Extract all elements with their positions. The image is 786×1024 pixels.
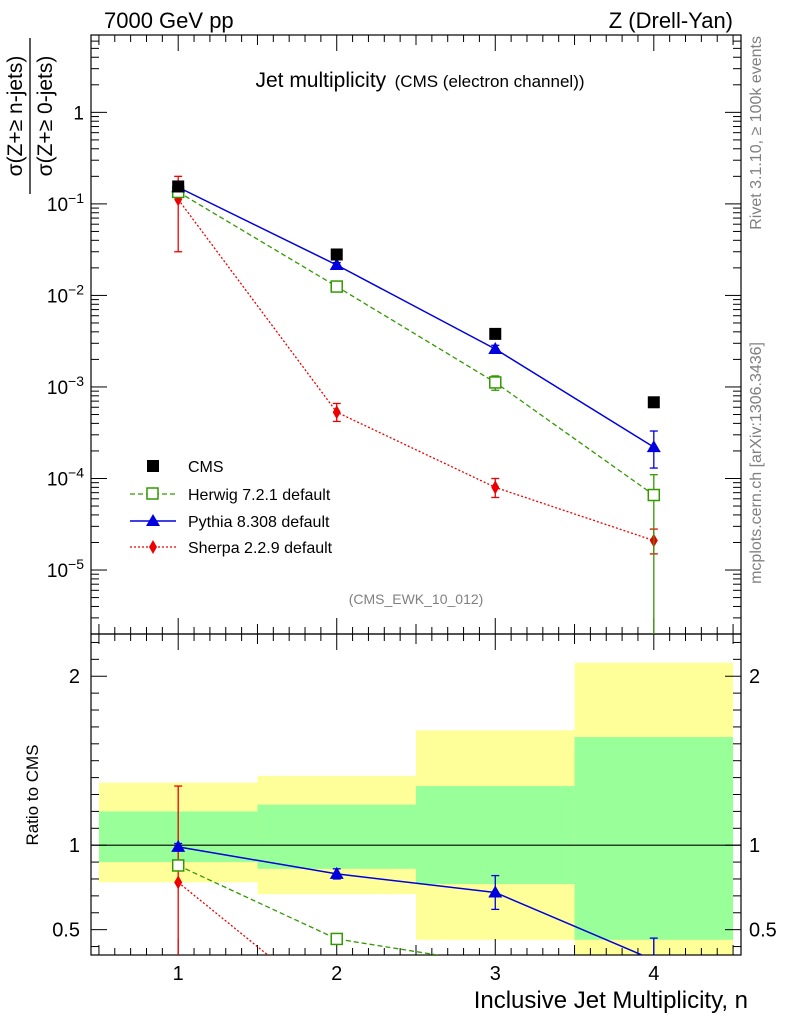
ratio-bands bbox=[98, 662, 734, 955]
ratio-ylabel: Ratio to CMS bbox=[23, 744, 42, 845]
legend-label-cms: CMS bbox=[188, 459, 224, 476]
ylabel-denominator: σ(Z+≥ 0-jets) bbox=[34, 56, 57, 177]
main-point-cms bbox=[330, 248, 343, 261]
chart-title-main: Jet multiplicity bbox=[255, 69, 386, 92]
y-tick-label: 10−2 bbox=[47, 281, 84, 307]
y-tick-label-base: 10 bbox=[47, 469, 68, 490]
ratio-point-sherpa bbox=[174, 875, 183, 890]
legend-marker-herwig bbox=[146, 487, 159, 500]
main-point-cms bbox=[647, 396, 660, 409]
main-point-sherpa bbox=[332, 405, 341, 420]
ratio-point-sherpa bbox=[333, 1004, 341, 1018]
legend-marker-sherpa bbox=[149, 540, 157, 554]
main-line-pythia bbox=[177, 186, 655, 448]
ratio-point-pythia bbox=[329, 866, 344, 879]
legend-label-sherpa: Sherpa 2.2.9 default bbox=[188, 540, 333, 557]
y-tick-label-exponent: −3 bbox=[68, 373, 84, 389]
rivet-version-label: Rivet 3.1.10, ≥ 100k events bbox=[748, 36, 765, 230]
main-line-sherpa bbox=[177, 198, 655, 542]
ratio-point-pythia bbox=[171, 839, 186, 852]
ylabel-numerator: σ(Z+≥ n-jets) bbox=[4, 56, 27, 177]
y-tick-label: 10−1 bbox=[47, 190, 84, 216]
legend: CMS Herwig 7.2.1 default Pythia 8.308 de… bbox=[130, 459, 333, 557]
main-point-cms bbox=[489, 327, 502, 340]
main-ylabel: σ(Z+≥ n-jets) σ(Z+≥ 0-jets) bbox=[4, 38, 57, 194]
y-tick-label-base: 1 bbox=[73, 103, 84, 124]
y-tick-label-base: 10 bbox=[47, 378, 68, 399]
y-tick-label: 10−4 bbox=[47, 464, 84, 490]
x-tick-label: 4 bbox=[648, 963, 659, 985]
ratio-y-tick-label: 0.5 bbox=[52, 920, 80, 942]
y-tick-label-base: 10 bbox=[47, 195, 68, 216]
ratio-y-tick-label-right: 2 bbox=[749, 666, 760, 688]
uncertainty-band-green-3 bbox=[416, 786, 575, 885]
main-point-pythia bbox=[646, 440, 661, 453]
legend-label-pythia: Pythia 8.308 default bbox=[188, 514, 330, 531]
y-tick-label: 1 bbox=[73, 103, 84, 124]
y-tick-label-exponent: −5 bbox=[68, 556, 84, 572]
x-tick-label: 1 bbox=[173, 963, 184, 985]
analysis-tag: (CMS_EWK_10_012) bbox=[349, 591, 484, 607]
ratio-y-tick-label-right: 1 bbox=[749, 835, 760, 857]
main-point-herwig bbox=[647, 488, 661, 502]
ratio-y-tick-label: 2 bbox=[69, 666, 80, 688]
ratio-line-pythia bbox=[178, 846, 644, 955]
chart-title: Jet multiplicity (CMS (electron channel)… bbox=[255, 69, 584, 92]
main-line-herwig bbox=[177, 191, 655, 496]
y-tick-label-exponent: −4 bbox=[68, 464, 84, 480]
uncertainty-band-green-2 bbox=[257, 804, 416, 869]
ratio-point-herwig bbox=[171, 859, 185, 872]
main-point-pythia bbox=[488, 341, 503, 354]
source-label: mcplots.cern.ch [arXiv:1306.3436] bbox=[748, 342, 765, 584]
y-tick-label: 10−5 bbox=[47, 556, 84, 582]
y-tick-label-exponent: −1 bbox=[68, 190, 84, 206]
main-point-sherpa bbox=[491, 480, 500, 495]
ratio-series bbox=[171, 785, 658, 1018]
main-point-herwig bbox=[330, 280, 343, 293]
ratio-y-tick-label: 1 bbox=[69, 835, 80, 857]
y-tick-label-exponent: −2 bbox=[68, 281, 84, 297]
header-left: 7000 GeV pp bbox=[104, 8, 234, 33]
ratio-point-pythia bbox=[652, 953, 655, 955]
legend-marker-pythia bbox=[146, 514, 160, 526]
header-right: Z (Drell-Yan) bbox=[609, 8, 733, 33]
y-tick-label: 10−3 bbox=[47, 373, 84, 399]
y-tick-label-base: 10 bbox=[47, 286, 68, 307]
ratio-point-pythia bbox=[488, 885, 503, 898]
legend-label-herwig: Herwig 7.2.1 default bbox=[188, 487, 331, 504]
main-point-cms bbox=[172, 180, 185, 193]
ratio-point-herwig bbox=[330, 932, 343, 946]
x-tick-label: 2 bbox=[331, 963, 342, 985]
main-point-pythia bbox=[329, 257, 344, 270]
x-tick-label: 3 bbox=[490, 963, 501, 985]
legend-marker-cms bbox=[147, 460, 159, 472]
main-series bbox=[171, 175, 661, 634]
ratio-y-tick-label-right: 0.5 bbox=[749, 920, 777, 942]
uncertainty-band-green-4 bbox=[574, 737, 734, 940]
x-axis-label: Inclusive Jet Multiplicity, n bbox=[474, 987, 748, 1014]
main-point-herwig bbox=[489, 376, 502, 389]
y-tick-label-base: 10 bbox=[47, 561, 68, 582]
chart-subtitle: (CMS (electron channel)) bbox=[395, 72, 585, 91]
